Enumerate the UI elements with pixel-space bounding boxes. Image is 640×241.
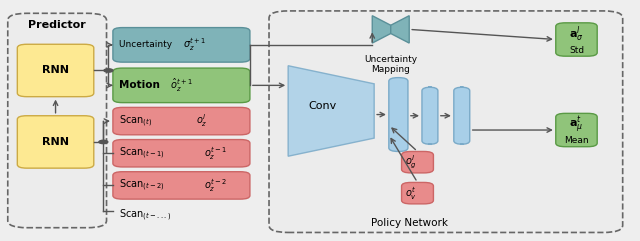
Text: $o_g^l$: $o_g^l$ bbox=[404, 154, 417, 171]
FancyBboxPatch shape bbox=[113, 107, 250, 135]
Text: Conv: Conv bbox=[308, 101, 337, 111]
Text: $\hat{o}_z^{t+1}$: $\hat{o}_z^{t+1}$ bbox=[170, 77, 193, 94]
Text: Scan$_{(t)}$: Scan$_{(t)}$ bbox=[119, 114, 152, 129]
Text: $o_z^{t-1}$: $o_z^{t-1}$ bbox=[204, 145, 227, 162]
FancyBboxPatch shape bbox=[556, 113, 597, 147]
Text: Mean: Mean bbox=[564, 136, 589, 145]
FancyBboxPatch shape bbox=[113, 140, 250, 167]
Text: $o_v^t$: $o_v^t$ bbox=[404, 185, 417, 201]
Text: $\mathbf{a}_\sigma^l$: $\mathbf{a}_\sigma^l$ bbox=[569, 25, 584, 44]
Text: Std: Std bbox=[569, 46, 584, 55]
Text: Predictor: Predictor bbox=[28, 20, 86, 30]
FancyBboxPatch shape bbox=[556, 23, 597, 56]
FancyBboxPatch shape bbox=[113, 68, 250, 103]
Polygon shape bbox=[391, 16, 409, 43]
FancyBboxPatch shape bbox=[389, 78, 408, 152]
Polygon shape bbox=[372, 16, 391, 43]
FancyBboxPatch shape bbox=[113, 27, 250, 62]
FancyBboxPatch shape bbox=[113, 172, 250, 199]
FancyBboxPatch shape bbox=[8, 13, 106, 228]
Text: Scan$_{(t-1)}$: Scan$_{(t-1)}$ bbox=[119, 146, 165, 161]
FancyBboxPatch shape bbox=[17, 116, 94, 168]
Circle shape bbox=[99, 140, 108, 144]
Text: RNN: RNN bbox=[42, 66, 69, 75]
Text: $o_z^l$: $o_z^l$ bbox=[196, 113, 207, 129]
Circle shape bbox=[104, 69, 113, 72]
FancyBboxPatch shape bbox=[401, 182, 433, 204]
Text: $\mathbf{a}_\mu^t$: $\mathbf{a}_\mu^t$ bbox=[570, 114, 584, 136]
FancyBboxPatch shape bbox=[401, 152, 433, 173]
Text: Uncertainty: Uncertainty bbox=[119, 40, 175, 49]
Text: Policy Network: Policy Network bbox=[371, 218, 448, 228]
Polygon shape bbox=[288, 66, 374, 156]
Text: $o_z^{t-2}$: $o_z^{t-2}$ bbox=[204, 177, 227, 194]
Text: Scan$_{(t-2)}$: Scan$_{(t-2)}$ bbox=[119, 178, 165, 193]
FancyBboxPatch shape bbox=[269, 11, 623, 233]
FancyBboxPatch shape bbox=[17, 44, 94, 97]
Text: RNN: RNN bbox=[42, 137, 69, 147]
Text: Motion: Motion bbox=[119, 80, 164, 90]
FancyBboxPatch shape bbox=[422, 87, 438, 144]
Text: $\sigma_z^{t+1}$: $\sigma_z^{t+1}$ bbox=[183, 36, 206, 53]
FancyBboxPatch shape bbox=[454, 87, 470, 144]
Text: Uncertainty
Mapping: Uncertainty Mapping bbox=[364, 55, 417, 74]
Text: Scan$_{(t-...)}$: Scan$_{(t-...)}$ bbox=[119, 208, 172, 223]
